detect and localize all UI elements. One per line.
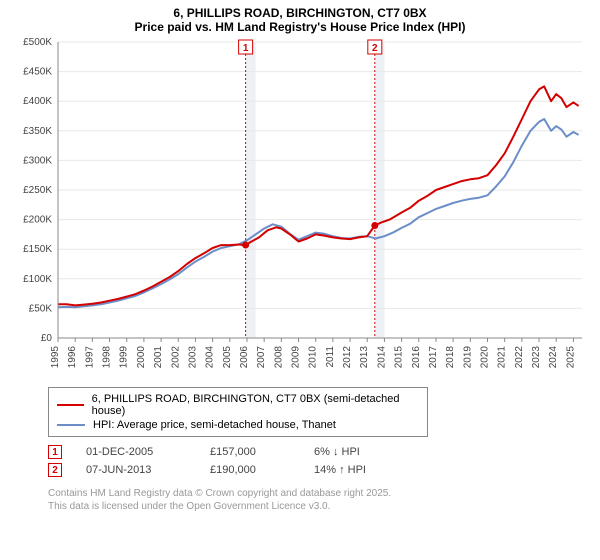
svg-text:2000: 2000 xyxy=(136,346,147,369)
legend: 6, PHILLIPS ROAD, BIRCHINGTON, CT7 0BX (… xyxy=(48,387,428,437)
svg-text:2017: 2017 xyxy=(428,346,439,369)
svg-text:2025: 2025 xyxy=(565,346,576,369)
svg-text:2014: 2014 xyxy=(376,346,387,369)
svg-text:1998: 1998 xyxy=(102,346,113,369)
svg-text:£150K: £150K xyxy=(23,244,52,255)
title-line-2: Price paid vs. HM Land Registry's House … xyxy=(0,20,600,34)
svg-text:2008: 2008 xyxy=(273,346,284,369)
sales-table: 1 01-DEC-2005 £157,000 6% ↓ HPI 2 07-JUN… xyxy=(48,443,590,479)
svg-text:2001: 2001 xyxy=(153,346,164,369)
svg-text:2013: 2013 xyxy=(359,346,370,369)
svg-text:2004: 2004 xyxy=(205,346,216,369)
svg-text:2005: 2005 xyxy=(222,346,233,369)
svg-text:1999: 1999 xyxy=(119,346,130,369)
svg-text:1995: 1995 xyxy=(50,346,61,369)
svg-text:2020: 2020 xyxy=(480,346,491,369)
sale-delta: 14% ↑ HPI xyxy=(314,464,424,476)
svg-text:2: 2 xyxy=(372,43,378,54)
svg-text:2022: 2022 xyxy=(514,346,525,369)
sale-badge: 2 xyxy=(48,463,62,477)
svg-text:2011: 2011 xyxy=(325,346,336,368)
svg-text:2003: 2003 xyxy=(187,346,198,369)
sale-price: £157,000 xyxy=(210,446,290,458)
svg-text:1: 1 xyxy=(243,43,249,54)
svg-text:1997: 1997 xyxy=(84,346,95,369)
svg-text:£350K: £350K xyxy=(23,126,52,137)
svg-text:2009: 2009 xyxy=(291,346,302,369)
svg-text:2021: 2021 xyxy=(497,346,508,369)
svg-text:£300K: £300K xyxy=(23,155,52,166)
svg-text:£200K: £200K xyxy=(23,215,52,226)
legend-label: HPI: Average price, semi-detached house,… xyxy=(93,419,336,431)
svg-text:£100K: £100K xyxy=(23,274,52,285)
svg-text:2018: 2018 xyxy=(445,346,456,369)
sale-date: 07-JUN-2013 xyxy=(86,464,186,476)
chart-title-block: 6, PHILLIPS ROAD, BIRCHINGTON, CT7 0BX P… xyxy=(0,0,600,36)
sale-badge: 1 xyxy=(48,445,62,459)
attribution-line: Contains HM Land Registry data © Crown c… xyxy=(48,487,590,500)
svg-text:2023: 2023 xyxy=(531,346,542,369)
svg-text:£250K: £250K xyxy=(23,185,52,196)
svg-text:£400K: £400K xyxy=(23,96,52,107)
svg-text:2010: 2010 xyxy=(308,346,319,369)
svg-text:2016: 2016 xyxy=(411,346,422,369)
legend-item: HPI: Average price, semi-detached house,… xyxy=(57,418,419,432)
attribution-line: This data is licensed under the Open Gov… xyxy=(48,500,590,513)
chart-svg: £0 £50K £100K £150K £200K £250K £300K £350K £400… xyxy=(10,36,590,381)
legend-swatch xyxy=(57,404,84,406)
svg-text:£50K: £50K xyxy=(29,303,53,314)
sale-date: 01-DEC-2005 xyxy=(86,446,186,458)
sale-row: 2 07-JUN-2013 £190,000 14% ↑ HPI xyxy=(48,461,590,479)
attribution: Contains HM Land Registry data © Crown c… xyxy=(48,487,590,513)
svg-text:2015: 2015 xyxy=(394,346,405,369)
svg-text:£500K: £500K xyxy=(23,37,52,48)
svg-text:2007: 2007 xyxy=(256,346,267,369)
svg-text:£450K: £450K xyxy=(23,67,52,78)
chart-area: £0 £50K £100K £150K £200K £250K £300K £350K £400… xyxy=(10,36,590,381)
sale-row: 1 01-DEC-2005 £157,000 6% ↓ HPI xyxy=(48,443,590,461)
legend-label: 6, PHILLIPS ROAD, BIRCHINGTON, CT7 0BX (… xyxy=(92,393,419,417)
legend-item: 6, PHILLIPS ROAD, BIRCHINGTON, CT7 0BX (… xyxy=(57,392,419,418)
svg-text:2012: 2012 xyxy=(342,346,353,369)
title-line-1: 6, PHILLIPS ROAD, BIRCHINGTON, CT7 0BX xyxy=(0,6,600,20)
legend-swatch xyxy=(57,424,85,426)
svg-text:2002: 2002 xyxy=(170,346,181,369)
sale-delta: 6% ↓ HPI xyxy=(314,446,424,458)
svg-text:2024: 2024 xyxy=(548,346,559,369)
sale-price: £190,000 xyxy=(210,464,290,476)
svg-text:2019: 2019 xyxy=(462,346,473,369)
svg-text:1996: 1996 xyxy=(67,346,78,369)
svg-text:£0: £0 xyxy=(41,333,53,344)
svg-text:2006: 2006 xyxy=(239,346,250,369)
